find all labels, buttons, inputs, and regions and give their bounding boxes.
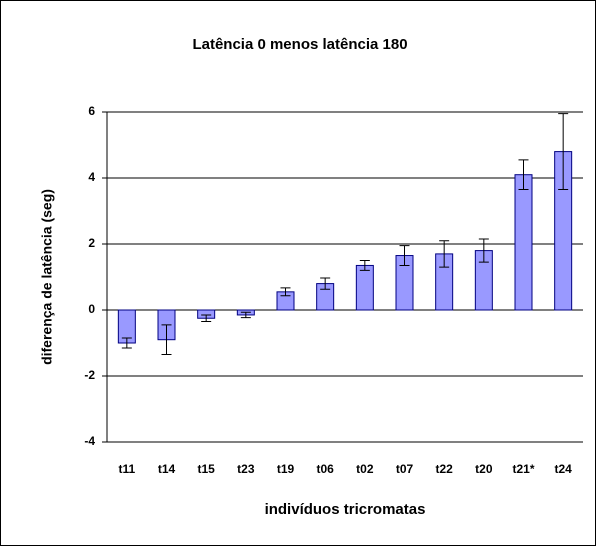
x-tick-label: t19 (277, 462, 295, 476)
y-tick-label: 6 (88, 104, 95, 118)
y-tick-label: 4 (88, 170, 95, 184)
error-bar (399, 245, 410, 266)
x-tick-label: t02 (356, 462, 374, 476)
bar (355, 264, 374, 311)
error-bar (201, 314, 212, 323)
x-tick-label: t22 (435, 462, 453, 476)
error-bar (359, 260, 370, 271)
error-bar (478, 238, 489, 263)
error-bar (320, 277, 331, 290)
error-bar (518, 159, 529, 191)
error-bar (280, 287, 291, 297)
y-axis-label: diferença de latência (seg) (39, 189, 55, 365)
y-tick-label: 2 (88, 236, 95, 250)
x-tick-label: t15 (197, 462, 215, 476)
y-tick-label: -4 (84, 434, 95, 448)
x-tick-label: t24 (554, 462, 572, 476)
error-bar (558, 113, 569, 191)
x-tick-label: t14 (158, 462, 176, 476)
x-tick-label: t20 (475, 462, 493, 476)
y-tick-label: 0 (88, 302, 95, 316)
bar (514, 174, 533, 311)
x-tick-label: t07 (396, 462, 414, 476)
error-bar (240, 311, 251, 319)
y-tick-label: -2 (84, 368, 95, 382)
error-bar (439, 240, 450, 268)
chart-title: Latência 0 menos latência 180 (192, 36, 407, 53)
x-axis-label: indivíduos tricromatas (265, 501, 426, 518)
x-tick-label: t21* (512, 462, 534, 476)
x-tick-label: t11 (118, 462, 135, 476)
error-bar (121, 337, 132, 349)
x-tick-label: t06 (316, 462, 334, 476)
error-bar (161, 324, 172, 356)
x-tick-label: t23 (237, 462, 255, 476)
